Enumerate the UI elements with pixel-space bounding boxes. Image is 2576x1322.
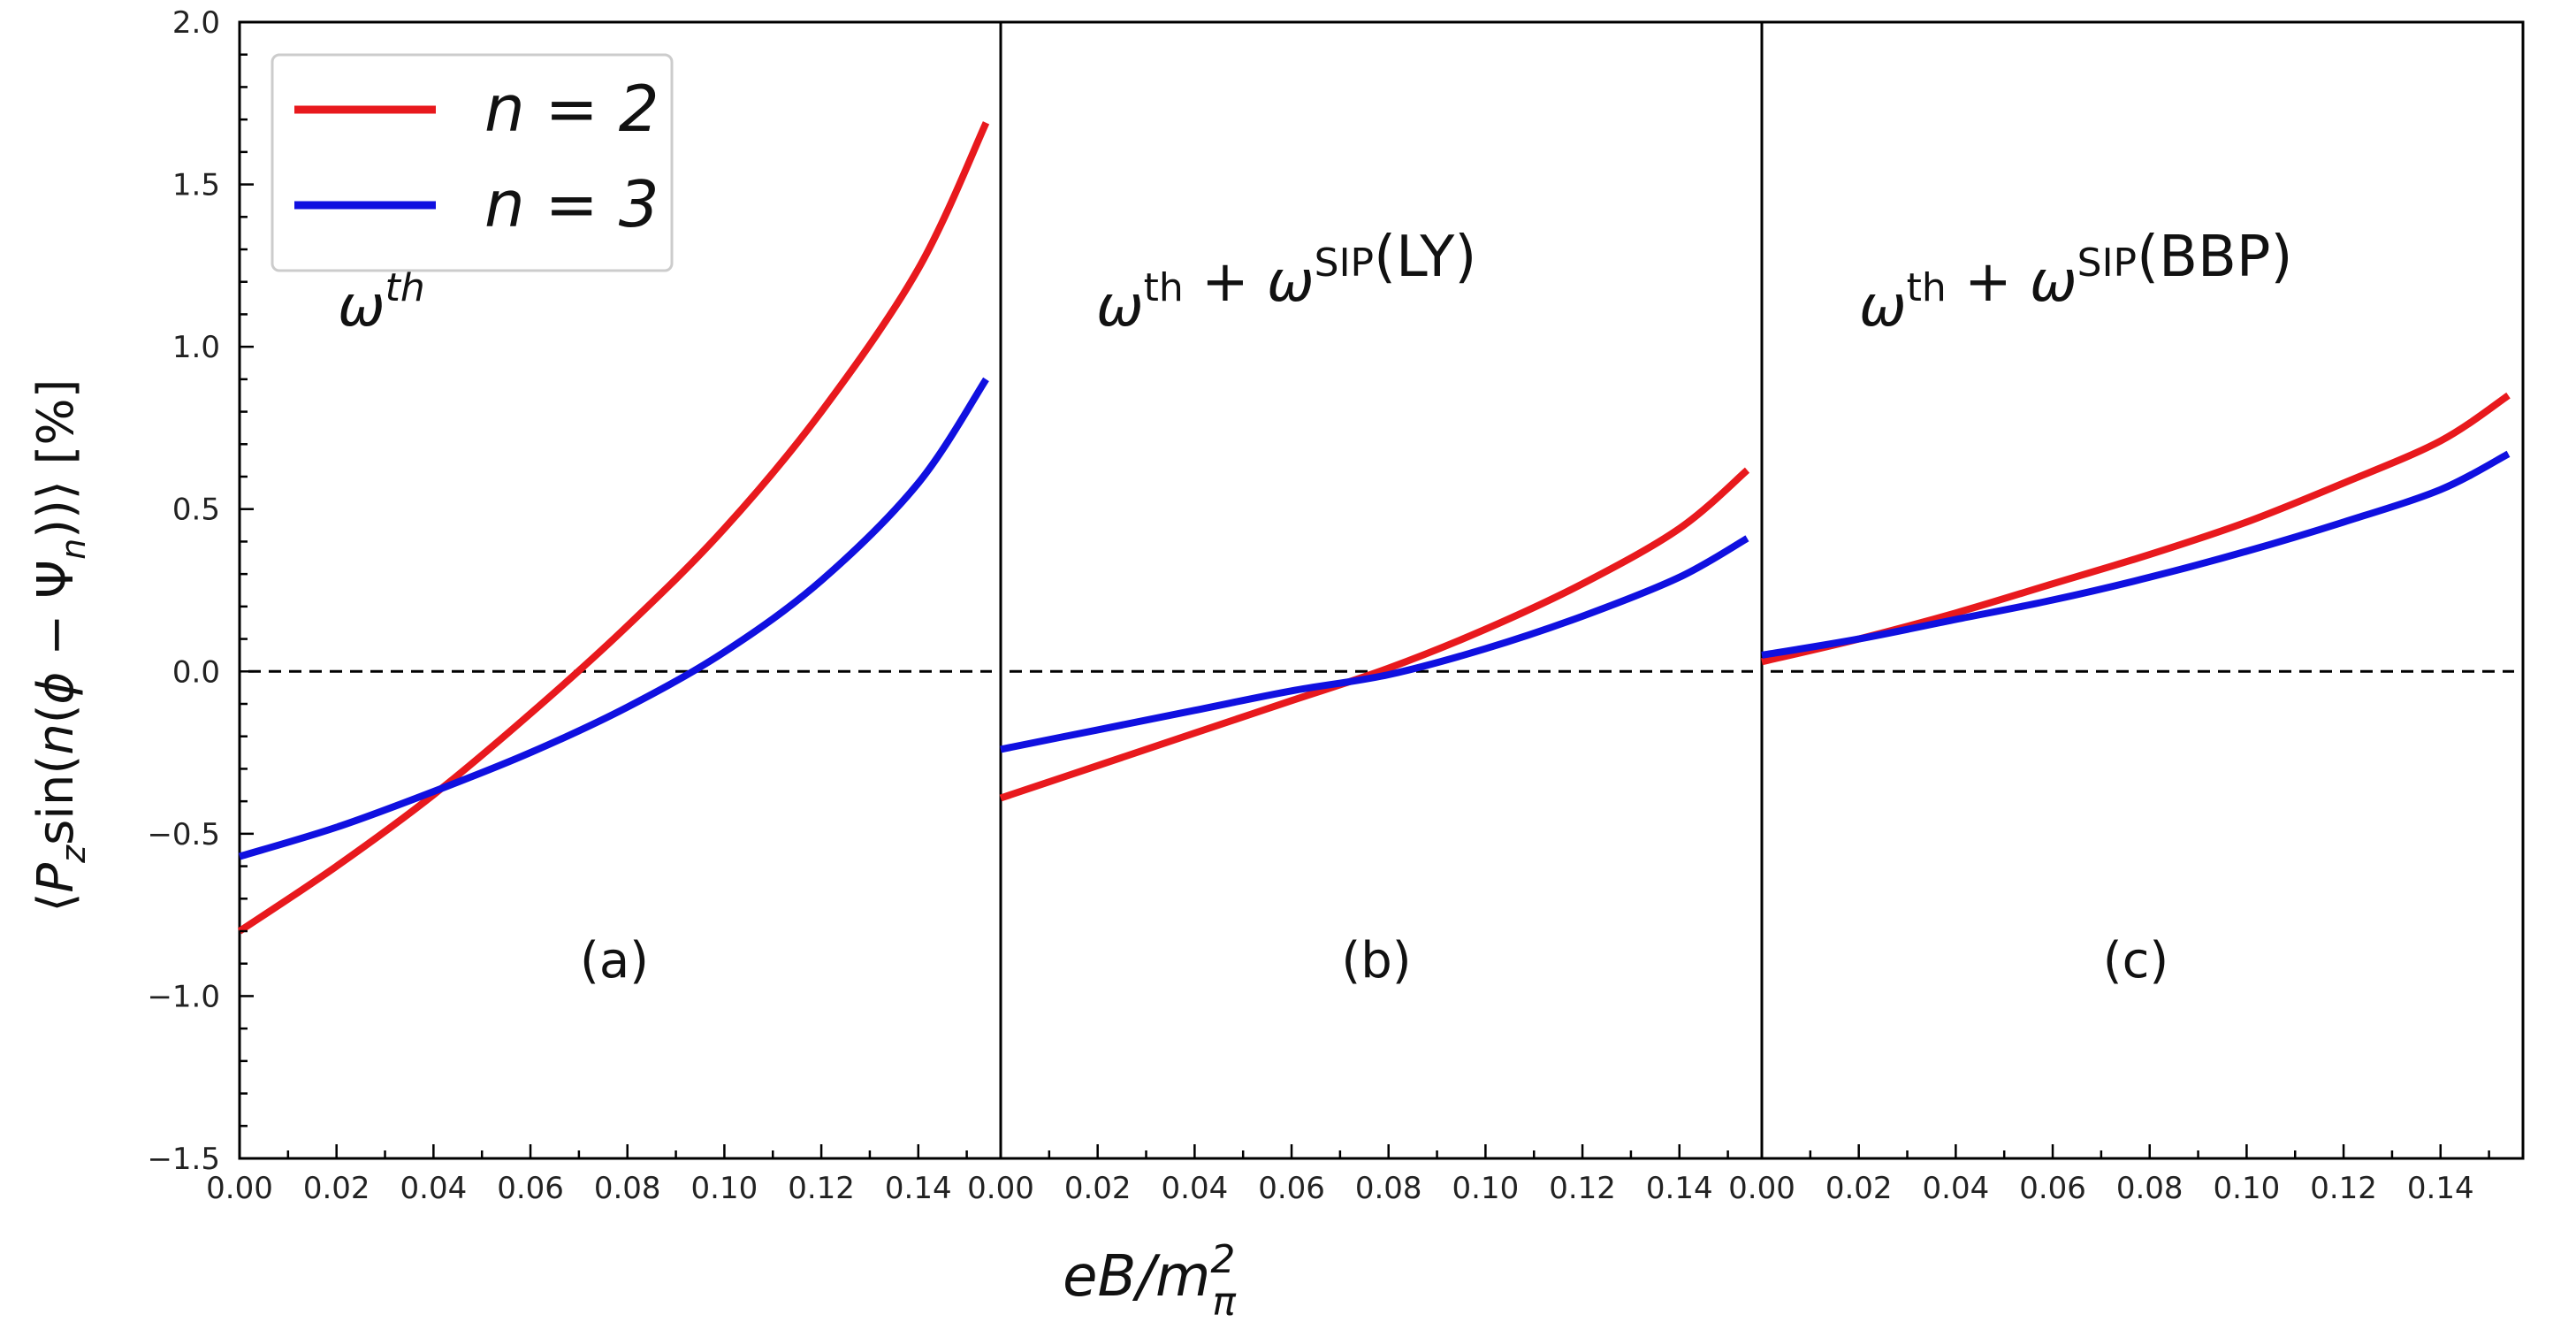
y-tick-label: 0.5 <box>172 493 220 528</box>
x-tick-label: 0.00 <box>1728 1171 1795 1206</box>
panel-annotation: ωth + ωSIP(LY) <box>1096 225 1476 340</box>
y-tick-label: 0.0 <box>172 654 220 690</box>
legend-label-n3: n = 3 <box>484 167 659 241</box>
x-axis-label: eB/m2 π <box>1063 1237 1237 1322</box>
panel-tag: (b) <box>1341 932 1411 990</box>
x-tick-label: 0.10 <box>2214 1171 2281 1206</box>
series-line-n3 <box>1000 535 1749 753</box>
x-tick-label: 0.02 <box>303 1171 370 1206</box>
x-tick-label: 0.04 <box>1162 1171 1229 1206</box>
x-tick-label: 0.02 <box>1825 1171 1893 1206</box>
panels-layer: 0.00 0.02 0.04 0.06 0.08 0.10 0.12 0.14ωth(a)0.… <box>206 20 2525 1206</box>
legend-label-n2: n = 2 <box>484 72 659 146</box>
panel-b: 0.00 0.02 0.04 0.06 0.08 0.10 0.12 0.14 ωth + ωS… <box>967 20 1764 1206</box>
x-tick-label: 0.08 <box>2116 1171 2184 1206</box>
series-line-n2 <box>999 467 1750 802</box>
y-tick-label: −1.5 <box>147 1142 220 1177</box>
x-tick-label: 0.04 <box>400 1171 468 1206</box>
x-tick-label: 0.10 <box>691 1171 758 1206</box>
x-tick-label: 0.12 <box>1549 1171 1616 1206</box>
x-tick-label: 0.10 <box>1452 1171 1520 1206</box>
panel-tag: (c) <box>2103 932 2168 990</box>
series-line-n3 <box>1761 450 2511 659</box>
x-tick-label: 0.02 <box>1064 1171 1132 1206</box>
y-tick-label: −1.0 <box>147 979 220 1014</box>
x-tick-label: 0.12 <box>2310 1171 2377 1206</box>
panel-c: 0.00 0.02 0.04 0.06 0.08 0.10 0.12 0.14 ωth + ωS… <box>1728 20 2525 1206</box>
panel-frame <box>1760 20 2525 1160</box>
panel-annotation: ωth + ωSIP(BBP) <box>1859 225 2292 340</box>
panel-a: 0.00 0.02 0.04 0.06 0.08 0.10 0.12 0.14 ωth (a) <box>206 20 1002 1206</box>
x-tick-label: 0.06 <box>2019 1171 2086 1206</box>
y-tick-label: 1.0 <box>172 330 220 365</box>
x-tick-label: 0.14 <box>885 1171 952 1206</box>
panel-annotation: ωth <box>338 265 425 340</box>
y-tick-label: 1.5 <box>172 168 220 203</box>
legend: n = 2 n = 3 <box>271 53 674 272</box>
x-tick-label: 0.04 <box>1923 1171 1990 1206</box>
series-line-n3 <box>238 377 989 860</box>
x-tick-label: 0.12 <box>788 1171 855 1206</box>
x-tick-label: 0.08 <box>1355 1171 1422 1206</box>
series-line-n2 <box>1761 392 2511 666</box>
x-tick-label: 0.14 <box>1646 1171 1713 1206</box>
y-tick-label: 2.0 <box>172 5 220 41</box>
x-tick-label: 0.14 <box>2407 1171 2474 1206</box>
panel-tag: (a) <box>580 932 649 990</box>
series-line-n2 <box>237 121 990 935</box>
x-tick-label: 0.00 <box>967 1171 1034 1206</box>
x-tick-label: 0.00 <box>206 1171 273 1206</box>
x-tick-label: 0.08 <box>594 1171 661 1206</box>
x-tick-label: 0.06 <box>497 1171 564 1206</box>
y-axis-label: ⟨Pzsin(n(ϕ − Ψn))⟩ [%] <box>27 379 93 913</box>
y-tick-label: −0.5 <box>147 817 220 852</box>
x-tick-label: 0.06 <box>1258 1171 1325 1206</box>
y-axis: −1.5 −1.0 −0.5 0.0 0.5 1.0 1.5 2.0 <box>147 5 254 1177</box>
